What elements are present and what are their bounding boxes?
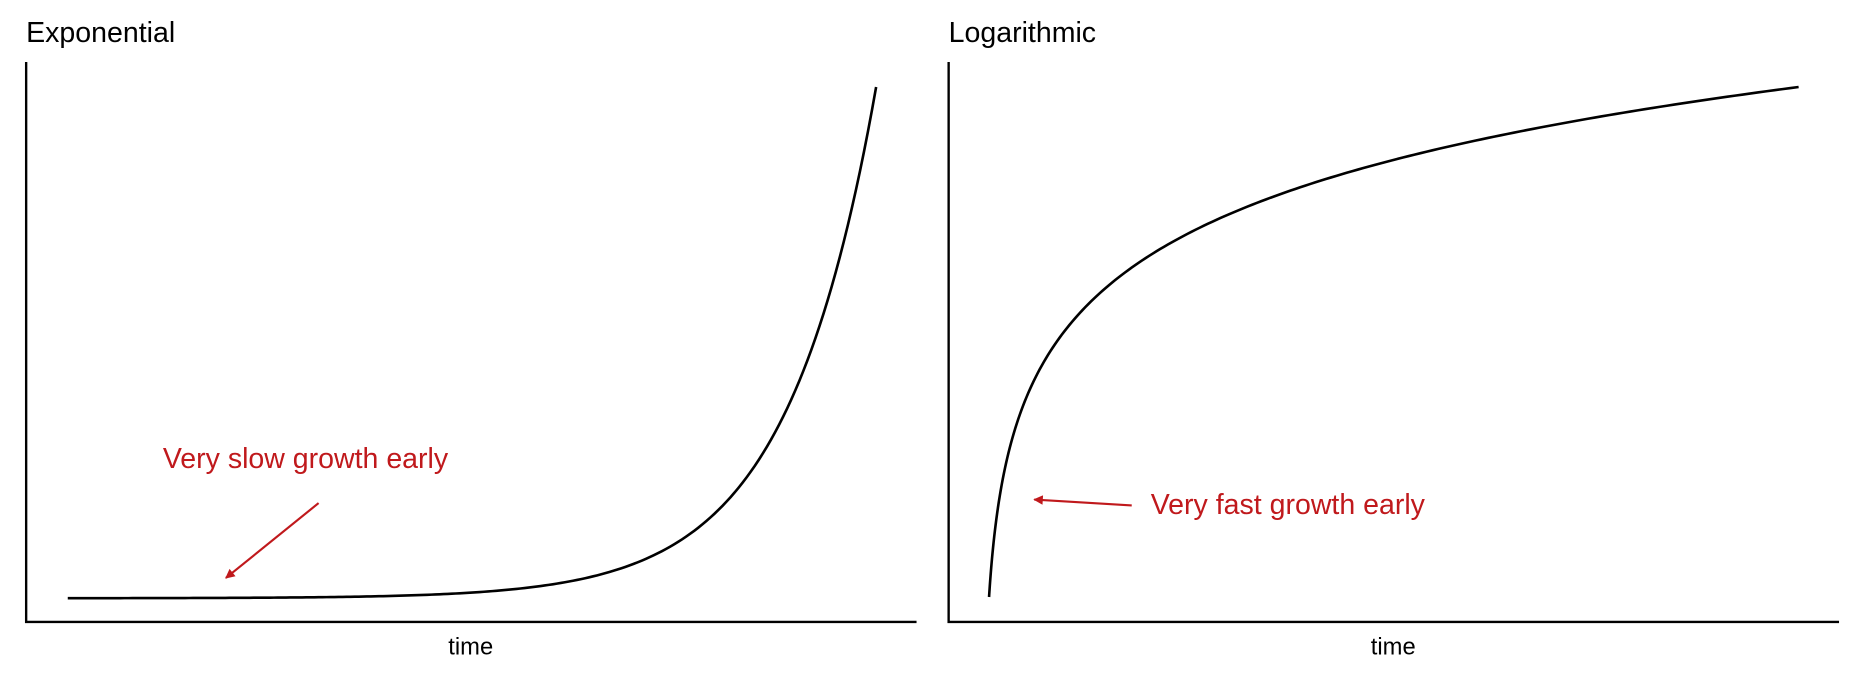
exponential-curve bbox=[67, 86, 878, 600]
annotation-arrow bbox=[225, 502, 320, 579]
axes bbox=[24, 62, 917, 624]
logarithmic-curve bbox=[987, 85, 1799, 598]
x-axis-label: time bbox=[1371, 633, 1416, 660]
x-axis-label: time bbox=[448, 633, 493, 660]
annotation-arrow bbox=[1033, 495, 1132, 507]
annotation: Very fast growth early bbox=[1151, 489, 1426, 521]
annotation: Very slow growth early bbox=[163, 443, 449, 475]
panel-title: Exponential bbox=[26, 17, 175, 49]
panel-title: Logarithmic bbox=[949, 17, 1096, 49]
axes bbox=[947, 62, 1840, 624]
